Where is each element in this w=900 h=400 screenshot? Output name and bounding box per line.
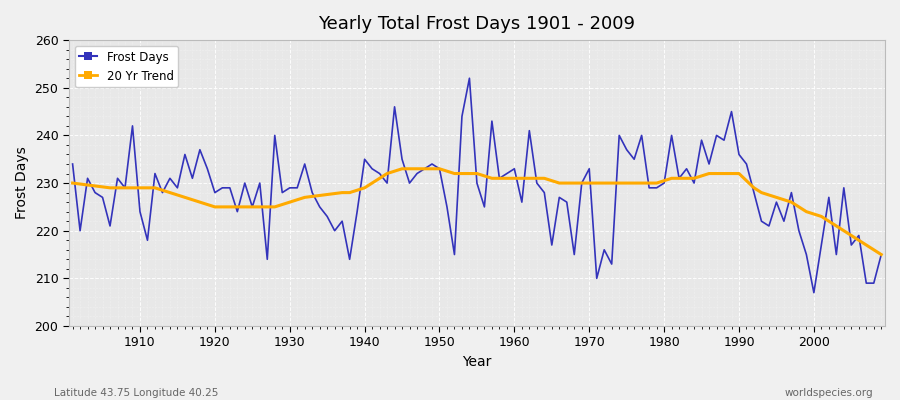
Y-axis label: Frost Days: Frost Days: [15, 147, 29, 220]
Text: worldspecies.org: worldspecies.org: [785, 388, 873, 398]
Text: Latitude 43.75 Longitude 40.25: Latitude 43.75 Longitude 40.25: [54, 388, 219, 398]
X-axis label: Year: Year: [463, 355, 491, 369]
Legend: Frost Days, 20 Yr Trend: Frost Days, 20 Yr Trend: [75, 46, 178, 87]
Title: Yearly Total Frost Days 1901 - 2009: Yearly Total Frost Days 1901 - 2009: [319, 15, 635, 33]
